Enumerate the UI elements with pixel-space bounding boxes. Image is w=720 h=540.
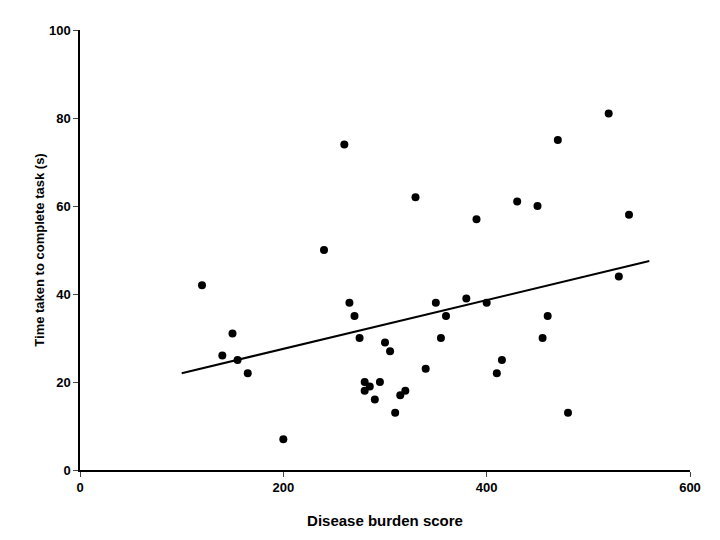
svg-text:Time taken to complete task (s: Time taken to complete task (s) — [32, 153, 47, 346]
svg-text:0: 0 — [76, 480, 83, 495]
svg-text:40: 40 — [56, 287, 70, 302]
svg-text:200: 200 — [272, 480, 294, 495]
svg-text:0: 0 — [63, 463, 70, 478]
svg-text:Disease burden score: Disease burden score — [307, 512, 463, 529]
svg-text:20: 20 — [56, 375, 70, 390]
svg-text:600: 600 — [679, 480, 701, 495]
svg-text:80: 80 — [56, 111, 70, 126]
svg-text:100: 100 — [49, 23, 71, 38]
svg-text:60: 60 — [56, 199, 70, 214]
svg-text:400: 400 — [476, 480, 498, 495]
